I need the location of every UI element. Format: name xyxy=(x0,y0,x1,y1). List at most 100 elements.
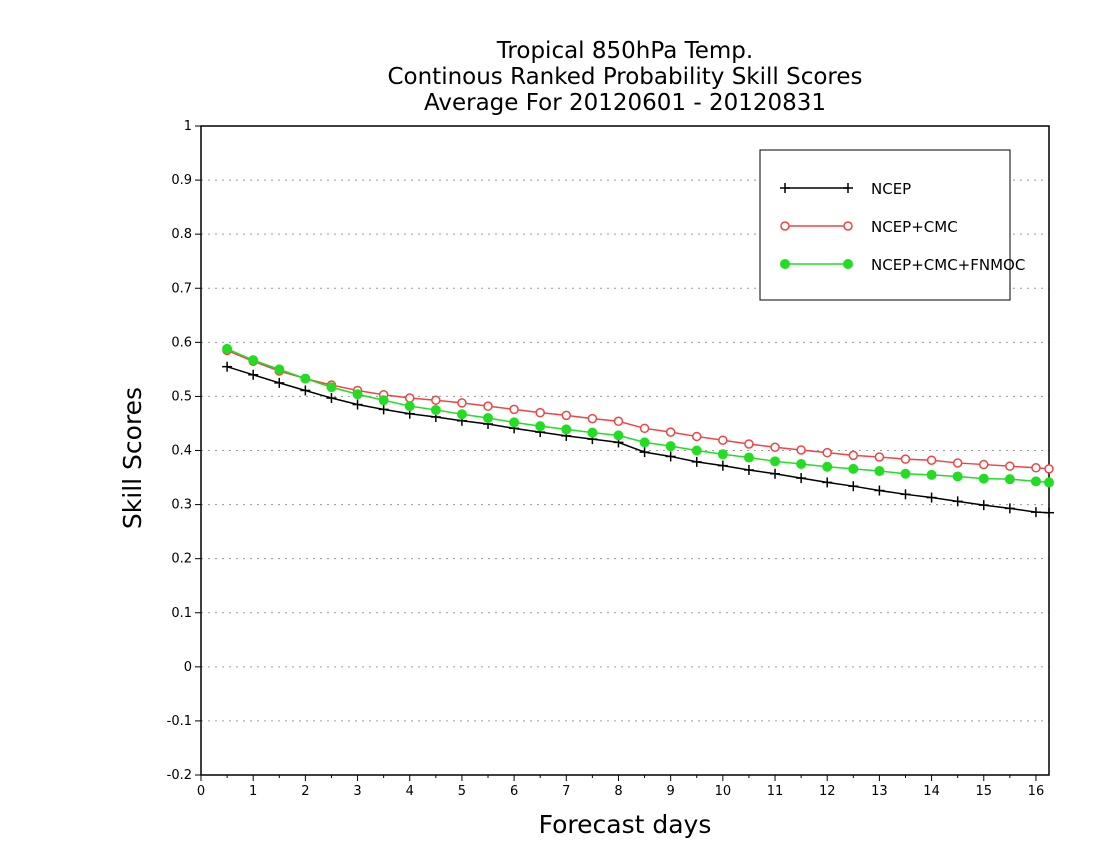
data-point xyxy=(665,441,676,452)
data-point xyxy=(457,398,467,408)
data-point xyxy=(639,437,650,448)
y-tick-label: 0 xyxy=(184,660,192,675)
data-point xyxy=(770,468,781,479)
data-point xyxy=(900,454,911,464)
data-point xyxy=(770,442,780,453)
x-tick-label: 6 xyxy=(510,784,518,799)
data-point xyxy=(743,464,754,475)
data-point xyxy=(1004,503,1015,514)
x-tick-label: 13 xyxy=(871,784,888,799)
y-tick-label: 0.6 xyxy=(171,335,192,350)
x-tick-label: 16 xyxy=(1028,784,1045,799)
x-tick-label: 10 xyxy=(715,784,732,799)
data-point xyxy=(665,451,676,462)
data-point xyxy=(744,439,754,449)
data-point xyxy=(691,456,702,467)
data-point xyxy=(352,399,363,410)
data-point xyxy=(274,364,285,375)
x-tick-label: 9 xyxy=(667,784,675,799)
data-point xyxy=(300,385,311,396)
data-point xyxy=(639,423,650,434)
data-point xyxy=(1044,477,1054,488)
data-point xyxy=(874,452,885,462)
data-point xyxy=(770,456,781,467)
data-point xyxy=(822,461,833,472)
data-point xyxy=(874,466,885,477)
series-line xyxy=(226,348,1050,484)
data-point xyxy=(326,393,337,404)
legend-marker-start xyxy=(780,259,790,269)
x-tick-label: 3 xyxy=(353,784,361,799)
data-point xyxy=(561,424,572,435)
series-layer xyxy=(222,343,1054,518)
data-point xyxy=(978,473,989,484)
data-point xyxy=(822,447,832,458)
legend: NCEP NCEP+CMC NCEP+CMC+FNMOC xyxy=(759,149,1025,301)
x-tick-label: 15 xyxy=(975,784,992,799)
data-point xyxy=(248,355,259,366)
data-point xyxy=(404,401,415,412)
legend-label: NCEP+CMC+FNMOC xyxy=(871,256,1025,274)
legend-box xyxy=(759,149,1011,301)
data-point xyxy=(979,459,989,470)
data-point xyxy=(561,410,572,421)
data-point xyxy=(1044,507,1054,518)
chart-title: Tropical 850hPa Temp. Continous Ranked P… xyxy=(387,38,862,116)
legend-item: NCEP+CMC xyxy=(780,218,958,236)
x-tick-label: 8 xyxy=(614,784,622,799)
data-point xyxy=(822,477,833,488)
data-point xyxy=(509,417,520,428)
data-point xyxy=(796,459,807,470)
data-point xyxy=(613,430,624,441)
data-point xyxy=(874,485,885,496)
y-tick-label: -0.2 xyxy=(167,768,192,783)
x-tick-label: 12 xyxy=(819,784,836,799)
grid-lines xyxy=(201,179,1049,722)
legend-marker-end xyxy=(843,183,853,193)
data-point xyxy=(1030,476,1041,487)
data-point xyxy=(691,445,702,456)
title-line-3: Average For 20120601 - 20120831 xyxy=(424,90,826,116)
data-point xyxy=(535,407,545,418)
series-ncep-cmc-fnmoc xyxy=(222,343,1054,488)
data-point xyxy=(796,445,806,455)
data-point xyxy=(848,481,859,492)
data-point xyxy=(926,469,937,480)
data-point xyxy=(926,492,937,503)
data-point xyxy=(692,431,702,442)
series-ncep xyxy=(222,361,1054,518)
data-point xyxy=(900,468,911,479)
data-point xyxy=(1004,474,1015,485)
data-point xyxy=(404,393,415,403)
x-tick-label: 7 xyxy=(562,784,570,799)
x-axis-title: Forecast days xyxy=(539,810,712,839)
data-point xyxy=(848,463,859,474)
series-line xyxy=(226,349,1050,470)
data-point xyxy=(378,395,389,406)
x-tick-label: 11 xyxy=(767,784,784,799)
data-point xyxy=(326,382,337,393)
data-point xyxy=(743,452,754,463)
data-point xyxy=(1030,507,1041,518)
legend-marker-end xyxy=(843,259,853,269)
x-tick-label: 1 xyxy=(249,784,257,799)
series-ncep-cmc xyxy=(222,345,1054,474)
data-point xyxy=(1044,464,1054,474)
data-point xyxy=(222,361,233,372)
data-point xyxy=(718,435,728,445)
y-tick-label: 1 xyxy=(184,119,192,134)
data-point xyxy=(639,447,650,458)
data-point xyxy=(613,416,624,427)
x-tick-label: 2 xyxy=(301,784,309,799)
x-axis: 0 1 2 3 4 5 6 7 8 9 10 11 12 13 14 15 16 xyxy=(197,775,1044,799)
legend-label: NCEP+CMC xyxy=(871,218,958,236)
data-point xyxy=(483,413,494,424)
data-point xyxy=(431,395,441,405)
data-point xyxy=(952,496,963,507)
title-line-2: Continous Ranked Probability Skill Score… xyxy=(387,64,862,90)
data-point xyxy=(978,500,989,511)
data-point xyxy=(1031,463,1041,473)
data-point xyxy=(796,473,807,484)
legend-marker-end xyxy=(843,221,853,231)
data-point xyxy=(352,389,363,400)
